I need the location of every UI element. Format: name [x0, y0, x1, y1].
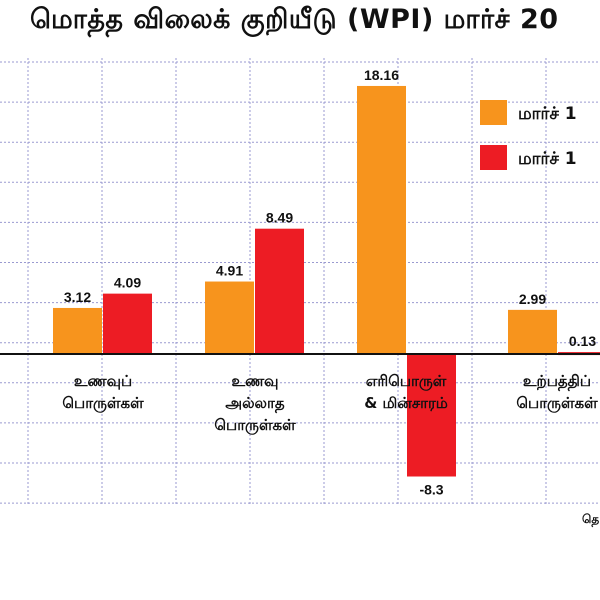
legend-label: மார்ச் 1 [518, 149, 577, 169]
data-label: 3.12 [64, 289, 91, 305]
bar-series1 [53, 307, 102, 354]
category-label: அல்லாத [225, 394, 284, 413]
category-label: உற்பத்திப் [523, 372, 591, 391]
legend-label: மார்ச் 1 [518, 104, 577, 124]
category-label: உணவு [231, 372, 278, 390]
chart-title: மொத்த விலைக் குறியீடு (WPI) மார்ச் 20 [30, 4, 559, 35]
bar-series1 [205, 281, 254, 354]
data-label: 0.13 [569, 333, 596, 349]
bar-series1 [508, 309, 557, 354]
data-label: 4.09 [114, 275, 141, 291]
bar-series2 [407, 354, 456, 477]
category-label: பொருள்கள் [214, 416, 296, 435]
data-label: -8.3 [419, 482, 443, 498]
legend-swatch [480, 145, 507, 170]
bar-series2 [103, 293, 152, 354]
category-label: பொருள்கள் [516, 394, 598, 413]
category-label: உணவுப் [74, 372, 132, 390]
data-label: 8.49 [266, 210, 293, 226]
source-credit: தெ [582, 512, 600, 526]
data-label: 4.91 [216, 263, 243, 279]
category-label: எரிபொருள் [366, 372, 447, 391]
data-label: 18.16 [364, 67, 399, 83]
category-label: & மின்சாரம் [364, 394, 448, 412]
legend-swatch [480, 100, 507, 125]
data-label: 2.99 [519, 291, 546, 307]
bar-series1 [357, 85, 406, 354]
category-label: பொருள்கள் [62, 394, 144, 413]
bar-series2 [255, 228, 304, 354]
